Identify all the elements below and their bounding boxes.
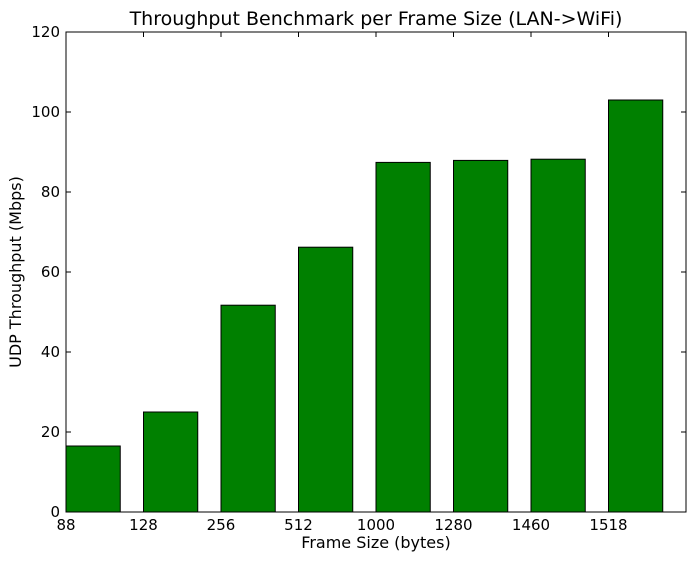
y-tick-label: 20 <box>41 423 60 441</box>
bar-128 <box>143 411 199 513</box>
y-tick-label: 40 <box>41 343 60 361</box>
bar-1000 <box>375 161 431 513</box>
x-tick-label: 1000 <box>357 516 395 534</box>
x-axis-label: Frame Size (bytes) <box>301 533 450 552</box>
y-tick-label: 120 <box>31 23 60 41</box>
x-tick-label: 1280 <box>434 516 472 534</box>
y-tick-label: 0 <box>50 503 60 521</box>
y-tick-label: 80 <box>41 183 60 201</box>
bar-88 <box>65 445 121 513</box>
y-axis-label: UDP Throughput (Mbps) <box>6 176 25 368</box>
bar-1280 <box>453 159 509 513</box>
y-tick-label: 60 <box>41 263 60 281</box>
x-tick-label: 1518 <box>589 516 627 534</box>
bar-1518 <box>608 99 664 513</box>
x-tick-label: 1460 <box>512 516 550 534</box>
chart-title: Throughput Benchmark per Frame Size (LAN… <box>129 8 623 30</box>
bar-512 <box>298 246 354 513</box>
x-tick-label: 88 <box>56 516 75 534</box>
y-tick-label: 100 <box>31 103 60 121</box>
bar-1460 <box>530 158 586 513</box>
x-tick-label: 128 <box>129 516 158 534</box>
bar-256 <box>220 304 276 513</box>
x-tick-label: 512 <box>284 516 313 534</box>
x-tick-label: 256 <box>207 516 236 534</box>
